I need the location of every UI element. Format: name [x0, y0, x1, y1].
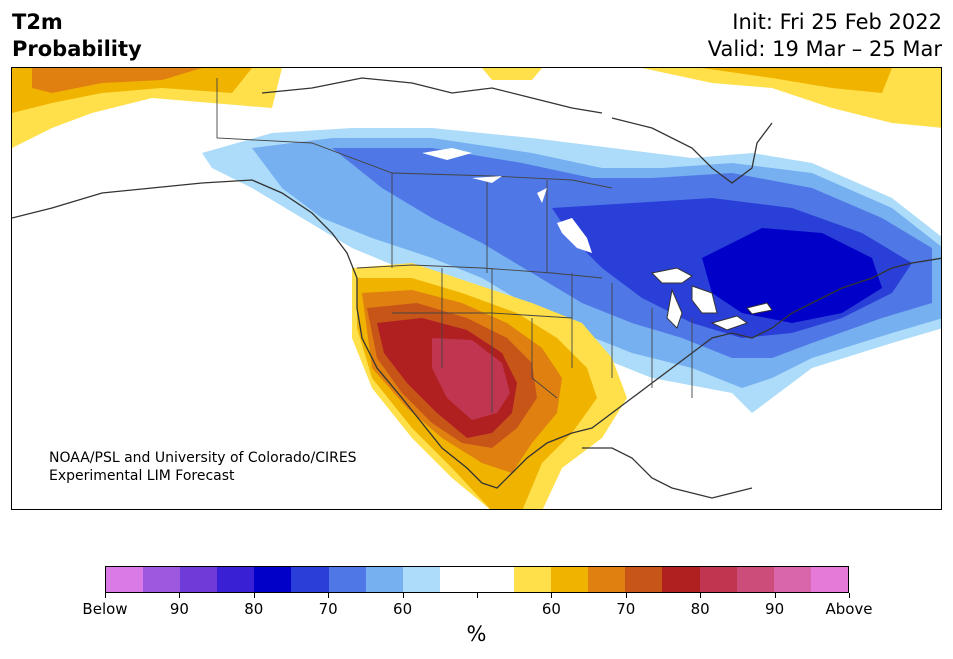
colorbar-tick	[477, 593, 478, 598]
colorbar-segment	[736, 567, 774, 592]
colorbar-label: 60	[393, 600, 413, 618]
colorbar-tick	[105, 593, 106, 598]
colorbar-label: Above	[825, 600, 873, 618]
colorbar-segment	[551, 567, 589, 592]
colorbar-segment	[217, 567, 255, 592]
colorbar-tick	[700, 593, 702, 598]
colorbar-unit: %	[466, 622, 487, 646]
warm-region-arctic-light	[482, 68, 542, 80]
colorbar-segment	[810, 567, 848, 592]
colorbar-segment	[143, 567, 181, 592]
colorbar-label: 70	[616, 600, 636, 618]
colorbar-label: Below	[82, 600, 128, 618]
cold-region-max	[702, 228, 882, 323]
credit-line-2: Experimental LIM Forecast	[49, 468, 235, 484]
colorbar-segment	[439, 567, 477, 592]
colorbar-segment	[106, 567, 144, 592]
colorbar-segment	[328, 567, 366, 592]
colorbar-segment	[291, 567, 329, 592]
colorbar-segment	[402, 567, 440, 592]
colorbar-segment	[662, 567, 700, 592]
colorbar-tick	[402, 593, 404, 598]
colorbar-tick	[179, 593, 181, 598]
colorbar	[105, 566, 849, 593]
title-block-left: T2m Probability	[12, 9, 142, 63]
coastlines	[12, 77, 941, 499]
product-title: Probability	[12, 37, 142, 61]
colorbar-label: 70	[318, 600, 338, 618]
colorbar-label: 80	[690, 600, 710, 618]
colorbar-labels: Below 90 80 70 60 60 70 80 90 Above	[0, 600, 953, 620]
credit-line-1: NOAA/PSL and University of Colorado/CIRE…	[49, 450, 357, 466]
colorbar-label: 80	[244, 600, 264, 618]
colorbar-segment	[365, 567, 403, 592]
lakes-canada	[422, 148, 592, 253]
colorbar-segment	[254, 567, 292, 592]
colorbar-tick	[328, 593, 330, 598]
colorbar-label: 90	[765, 600, 785, 618]
colorbar-tick	[551, 593, 553, 598]
colorbar-label: 60	[541, 600, 561, 618]
colorbar-segment	[588, 567, 626, 592]
colorbar-tick	[625, 593, 627, 598]
colorbar-label: 90	[169, 600, 189, 618]
great-lakes	[650, 267, 773, 331]
political-borders	[216, 78, 693, 413]
colorbar-segment	[514, 567, 552, 592]
warm-region-greenland-mid	[702, 68, 892, 93]
colorbar-segment	[699, 567, 737, 592]
colorbar-tick	[253, 593, 255, 598]
colorbar-tick	[774, 593, 776, 598]
init-date: Init: Fri 25 Feb 2022	[732, 10, 942, 34]
colorbar-segment	[773, 567, 811, 592]
map-svg	[12, 68, 941, 509]
title-block-right: Init: Fri 25 Feb 2022 Valid: 19 Mar – 25…	[708, 9, 942, 63]
warm-region-sw-max	[432, 338, 510, 420]
colorbar-segment	[476, 567, 515, 592]
colorbar-segment	[180, 567, 218, 592]
warm-region-alaska-med	[32, 68, 202, 93]
colorbar-segment	[625, 567, 663, 592]
forecast-map	[11, 67, 942, 510]
colorbar-tick	[849, 593, 850, 598]
variable-title: T2m	[12, 10, 63, 34]
credit-text: NOAA/PSL and University of Colorado/CIRE…	[49, 449, 357, 485]
valid-period: Valid: 19 Mar – 25 Mar	[707, 37, 942, 61]
